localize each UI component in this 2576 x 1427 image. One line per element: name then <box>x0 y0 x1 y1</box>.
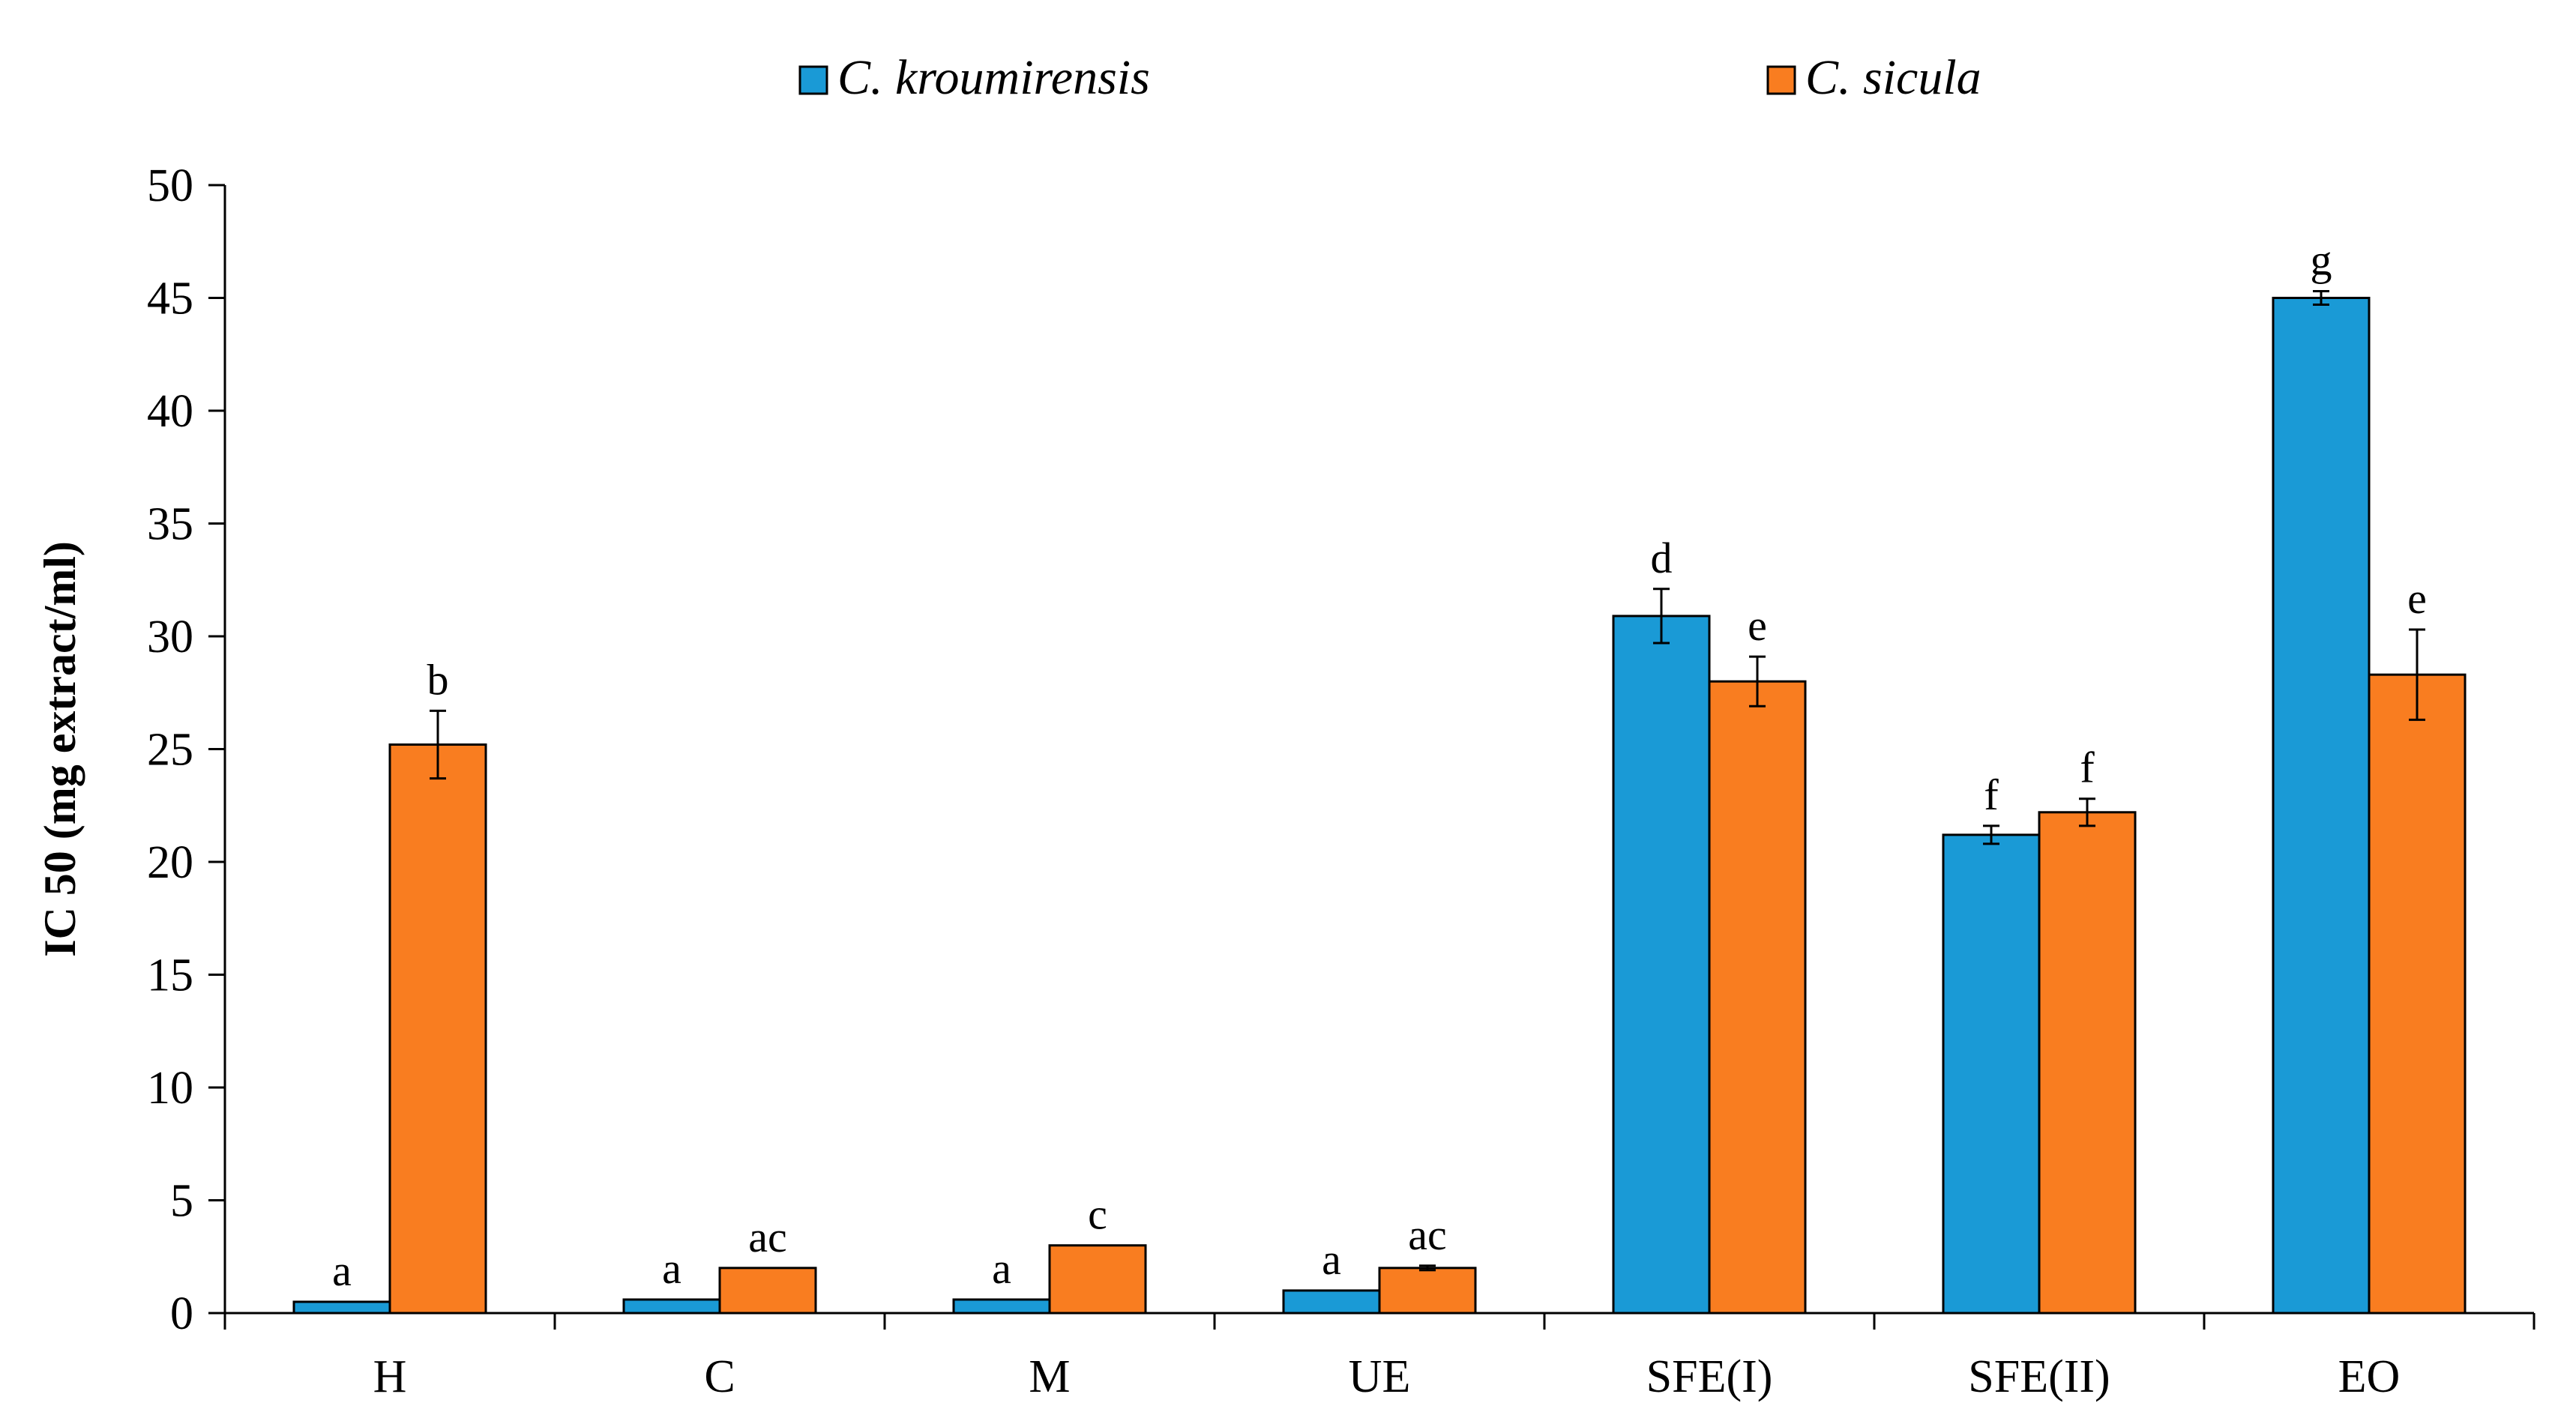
y-tick-label: 25 <box>147 725 193 776</box>
data-label-c-kroumirensis-m: a <box>992 1244 1011 1293</box>
bar-c-kroumirensis-eo <box>2272 297 2371 1315</box>
legend-label-c-kroumirensis: C. kroumirensis <box>837 50 1150 105</box>
bars <box>292 289 2467 1315</box>
bar-c-kroumirensis-m <box>952 1298 1051 1315</box>
bar-c-sicula-ue <box>1378 1267 1477 1315</box>
bar-c-sicula-eo <box>2368 673 2467 1315</box>
y-tick-label: 5 <box>170 1176 193 1227</box>
y-tick-label: 50 <box>147 160 193 211</box>
x-tick-label-sfe-i: SFE(I) <box>1646 1351 1773 1402</box>
bar-c-kroumirensis-h <box>292 1300 391 1315</box>
legend: C. kroumirensis C. sicula <box>798 50 1981 105</box>
bar-c-sicula-h <box>388 743 487 1315</box>
y-tick-label: 20 <box>147 837 193 888</box>
x-tick-label-eo: EO <box>2338 1351 2401 1402</box>
data-label-c-kroumirensis-c: a <box>662 1244 681 1293</box>
legend-label-c-sicula: C. sicula <box>1805 50 1981 105</box>
y-tick-label: 0 <box>170 1288 193 1339</box>
bar-c-sicula-sfe-ii <box>2038 811 2137 1315</box>
data-label-c-sicula-ue: ac <box>1408 1210 1447 1259</box>
data-label-c-kroumirensis-h: a <box>332 1246 352 1295</box>
y-tick-label: 35 <box>147 499 193 550</box>
data-label-c-kroumirensis-sfe-ii: f <box>1984 770 1999 819</box>
y-tick-label: 30 <box>147 612 193 663</box>
data-label-c-kroumirensis-ue: a <box>1322 1235 1341 1284</box>
bar-c-kroumirensis-c <box>622 1298 721 1315</box>
data-label-c-sicula-h: b <box>427 655 449 704</box>
data-label-c-sicula-m: c <box>1088 1190 1107 1239</box>
y-tick-label: 40 <box>147 386 193 437</box>
x-tick-label-m: M <box>1029 1351 1070 1402</box>
x-tick-label-ue: UE <box>1349 1351 1411 1402</box>
data-label-c-kroumirensis-eo: g <box>2311 235 2332 284</box>
bar-c-sicula-m <box>1048 1244 1147 1315</box>
x-tick-label-c: C <box>704 1351 735 1402</box>
data-label-c-sicula-sfe-i: e <box>1748 601 1767 650</box>
axes: 0 5 10 15 20 25 30 35 40 45 50 IC 50 (mg extract/ml… <box>35 160 2536 1402</box>
x-tick-label-sfe-ii: SFE(II) <box>1968 1351 2110 1402</box>
x-tick-label-h: H <box>373 1351 407 1402</box>
y-tick-label: 10 <box>147 1063 193 1114</box>
legend-swatch-c-kroumirensis <box>798 65 828 95</box>
bar-c-sicula-sfe-i <box>1708 680 1807 1315</box>
data-label-c-kroumirensis-sfe-i: d <box>1651 534 1673 582</box>
bar-c-kroumirensis-sfe-ii <box>1942 833 2041 1315</box>
data-label-c-sicula-c: ac <box>748 1213 787 1261</box>
bar-c-kroumirensis-sfe-i <box>1612 615 1711 1315</box>
y-axis-title: IC 50 (mg extract/ml) <box>35 541 85 957</box>
bar-c-sicula-c <box>718 1267 817 1315</box>
bar-c-kroumirensis-ue <box>1282 1289 1381 1315</box>
y-tick-label: 45 <box>147 274 193 325</box>
legend-swatch-c-sicula <box>1766 65 1796 95</box>
data-label-c-sicula-eo: e <box>2407 574 2427 623</box>
y-tick-label: 15 <box>147 950 193 1001</box>
data-label-c-sicula-sfe-ii: f <box>2080 743 2095 792</box>
